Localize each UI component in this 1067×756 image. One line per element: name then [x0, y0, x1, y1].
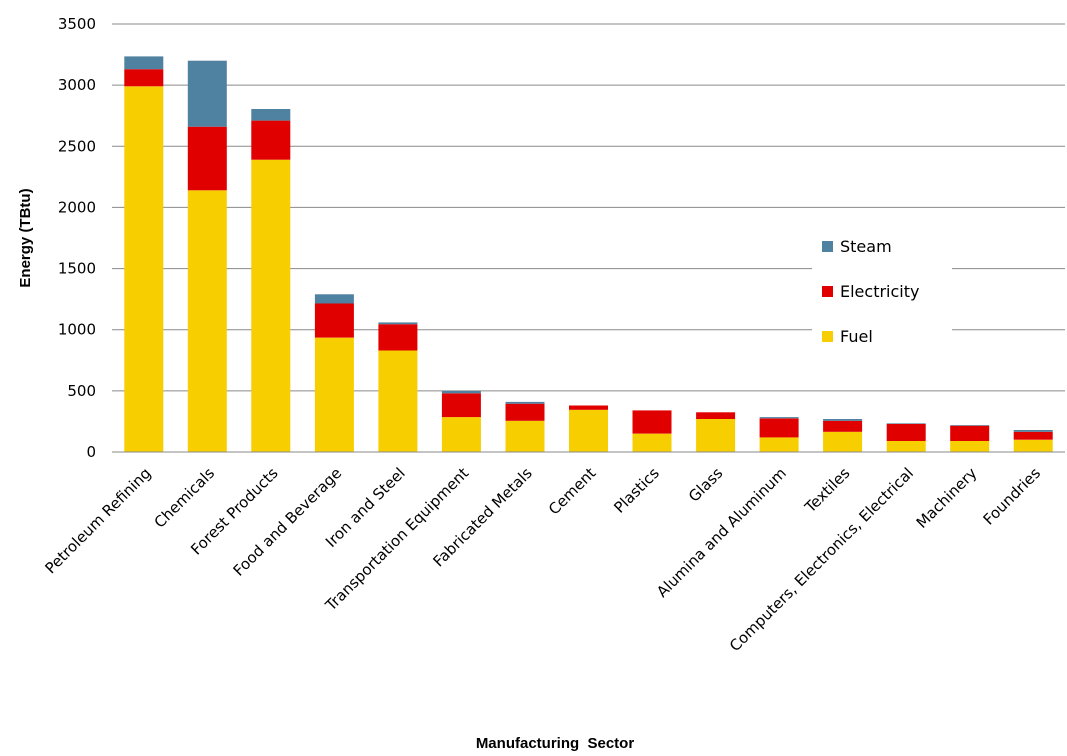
y-tick-label: 3500 [58, 15, 96, 33]
bar-segment-electricity [378, 324, 418, 351]
y-tick-label: 1000 [58, 321, 96, 339]
bar-segment-electricity [124, 69, 164, 87]
y-axis-title: Energy (TBtu) [17, 188, 34, 287]
bar-segment-steam [187, 60, 227, 127]
legend: Steam Electricity Fuel [812, 228, 952, 360]
legend-swatch-steam [822, 241, 833, 252]
x-category-label: Textiles [801, 464, 854, 517]
bar-segment-electricity [441, 393, 481, 418]
bar-segment-fuel [950, 441, 990, 452]
x-category-label: Alumina and Aluminum [653, 464, 790, 601]
y-tick-label: 2000 [58, 198, 96, 216]
bar-segment-fuel [759, 437, 799, 452]
bar-segment-steam [441, 390, 481, 394]
x-axis-title: Manufacturing Sector [476, 735, 635, 752]
bar-segment-steam [759, 417, 799, 419]
bar-segment-electricity [1013, 431, 1053, 440]
bar-segment-steam [1013, 430, 1053, 432]
legend-label: Fuel [840, 327, 873, 346]
bar-segment-electricity [696, 412, 736, 419]
legend-label: Steam [840, 237, 892, 256]
y-tick-label: 0 [86, 443, 96, 461]
bar-segment-electricity [823, 420, 863, 432]
bar-segment-electricity [569, 405, 608, 410]
bar-segment-electricity [950, 425, 990, 441]
x-category-label: Machinery [913, 464, 981, 532]
bar-segment-steam [505, 401, 545, 404]
y-tick-label: 2500 [58, 137, 96, 155]
legend-background [812, 228, 952, 360]
bar-segment-fuel [124, 86, 164, 453]
y-axis-ticks: 0 500 1000 1500 2000 2500 3000 3500 [58, 15, 96, 461]
x-category-label: Cement [545, 464, 599, 518]
bar-segment-fuel [378, 350, 418, 452]
bar-segment-fuel [569, 409, 608, 452]
bar-segment-fuel [632, 433, 672, 452]
bar-segment-fuel [314, 337, 354, 452]
bar-segment-electricity [251, 120, 291, 160]
x-category-label: Plastics [610, 464, 663, 517]
x-category-label: Petroleum Refining [41, 464, 154, 577]
bar-segment-fuel [251, 159, 291, 452]
legend-label: Electricity [840, 282, 919, 301]
bar-segment-fuel [505, 420, 545, 452]
bar-segment-steam [251, 109, 291, 121]
bar-segment-fuel [187, 190, 227, 453]
y-tick-label: 3000 [58, 76, 96, 94]
x-category-label: Chemicals [151, 464, 219, 532]
bar-segment-electricity [632, 410, 672, 434]
bar-segment-fuel [886, 441, 926, 452]
x-category-label: Foundries [980, 464, 1045, 529]
bar-segment-steam [314, 294, 354, 304]
legend-swatch-fuel [822, 331, 833, 342]
x-category-label: Food and Beverage [230, 464, 346, 580]
bar-segment-fuel [1013, 439, 1053, 452]
bar-segment-electricity [759, 418, 799, 438]
bar-segment-fuel [823, 431, 863, 452]
x-category-label: Glass [685, 464, 727, 506]
bar-segment-electricity [505, 403, 545, 421]
bar-segment-steam [950, 425, 990, 426]
bar-segment-electricity [314, 303, 354, 338]
legend-swatch-electricity [822, 286, 833, 297]
bar-segment-steam [823, 419, 863, 421]
bar-segment-fuel [441, 417, 481, 452]
bar-segment-steam [378, 322, 418, 325]
bar-segment-steam [886, 423, 926, 424]
bar-segment-steam [124, 56, 164, 70]
bar-segment-fuel [696, 419, 736, 452]
bar-segment-electricity [187, 126, 227, 191]
bars [124, 56, 1053, 453]
y-tick-label: 500 [67, 382, 96, 400]
y-tick-label: 1500 [58, 260, 96, 278]
bar-segment-electricity [886, 423, 926, 441]
